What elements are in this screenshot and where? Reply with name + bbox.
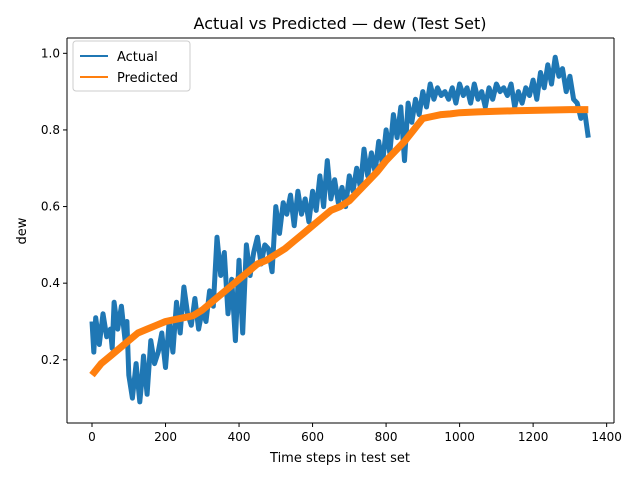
series-line-actual bbox=[89, 54, 591, 405]
x-tick-label: 0 bbox=[88, 430, 96, 444]
legend-box bbox=[72, 40, 191, 92]
y-tick-label: 0.4 bbox=[41, 276, 60, 290]
y-axis-label: dew bbox=[15, 217, 30, 244]
chart-title: Actual vs Predicted — dew (Test Set) bbox=[194, 14, 487, 33]
legend-label-actual: Actual bbox=[117, 50, 158, 65]
plot-area bbox=[89, 54, 591, 405]
y-tick-label: 0.6 bbox=[41, 200, 60, 214]
legend: Actual Predicted bbox=[72, 40, 191, 92]
x-tick-label: 800 bbox=[375, 430, 398, 444]
y-tick-label: 0.2 bbox=[41, 353, 60, 367]
legend-label-predicted: Predicted bbox=[117, 71, 178, 86]
x-tick-label: 400 bbox=[228, 430, 251, 444]
series-line-predicted bbox=[89, 106, 589, 378]
axes: 0 200 400 600 800 1000 1200 1400 0.2 0.4 0.6 0.8 1.0 bbox=[41, 37, 622, 444]
y-tick-label: 1.0 bbox=[41, 46, 60, 60]
x-tick-label: 600 bbox=[301, 430, 324, 444]
x-axis-label: Time steps in test set bbox=[269, 451, 410, 466]
x-tick-label: 1200 bbox=[518, 430, 549, 444]
x-tick-label: 1000 bbox=[444, 430, 475, 444]
x-tick-label: 200 bbox=[154, 430, 177, 444]
y-tick-label: 0.8 bbox=[41, 123, 60, 137]
x-tick-label: 1400 bbox=[591, 430, 622, 444]
